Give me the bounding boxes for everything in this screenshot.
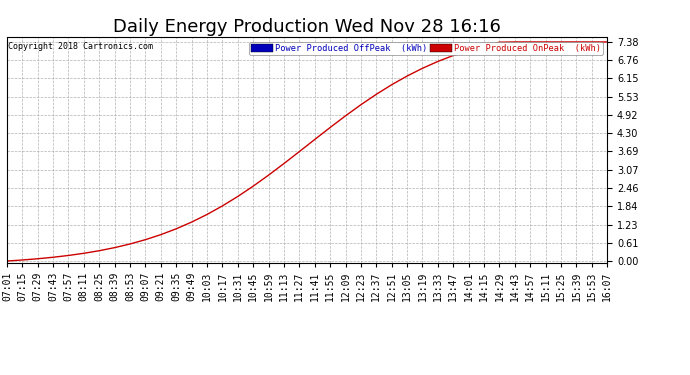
- Text: Copyright 2018 Cartronics.com: Copyright 2018 Cartronics.com: [8, 42, 152, 51]
- Legend: Power Produced OffPeak  (kWh), Power Produced OnPeak  (kWh): Power Produced OffPeak (kWh), Power Prod…: [249, 42, 603, 55]
- Title: Daily Energy Production Wed Nov 28 16:16: Daily Energy Production Wed Nov 28 16:16: [113, 18, 501, 36]
